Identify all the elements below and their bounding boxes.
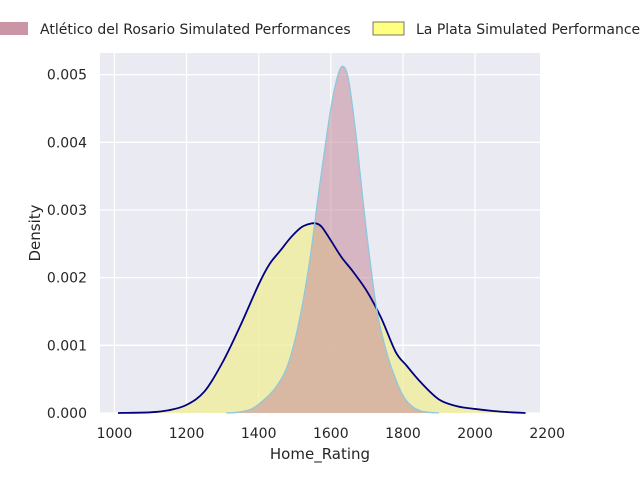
x-tick-label: 1200 <box>169 426 205 442</box>
legend-label-rosario: Atlético del Rosario Simulated Performan… <box>40 22 351 38</box>
density-area-rosario <box>226 66 440 413</box>
y-tick-label: 0.001 <box>47 338 87 354</box>
x-axis-label: Home_Rating <box>270 445 370 464</box>
x-tick-label: 1000 <box>97 426 133 442</box>
y-tick-label: 0.005 <box>47 68 87 84</box>
x-tick-label: 1600 <box>313 426 349 442</box>
x-tick-label: 2000 <box>457 426 493 442</box>
x-tick-label: 1800 <box>385 426 421 442</box>
legend-swatch-la-plata <box>372 21 405 36</box>
density-line-la-plata <box>118 222 526 414</box>
density-line-rosario <box>226 65 440 414</box>
legend-label-la-plata: La Plata Simulated Performances <box>416 22 640 38</box>
series-layer <box>118 65 526 414</box>
legend: Atlético del Rosario Simulated Performan… <box>0 21 640 38</box>
tick-labels: 1000 1200 1400 1600 1800 2000 2200 0.000 0.001 0.… <box>47 68 565 442</box>
y-tick-label: 0.000 <box>47 406 87 422</box>
y-tick-label: 0.002 <box>47 271 87 287</box>
y-axis-label: Density <box>26 204 44 261</box>
x-tick-label: 1400 <box>241 426 277 442</box>
y-tick-label: 0.004 <box>47 135 87 151</box>
y-tick-label: 0.003 <box>47 203 87 219</box>
x-tick-label: 2200 <box>529 426 565 442</box>
legend-swatch-rosario <box>0 22 28 35</box>
